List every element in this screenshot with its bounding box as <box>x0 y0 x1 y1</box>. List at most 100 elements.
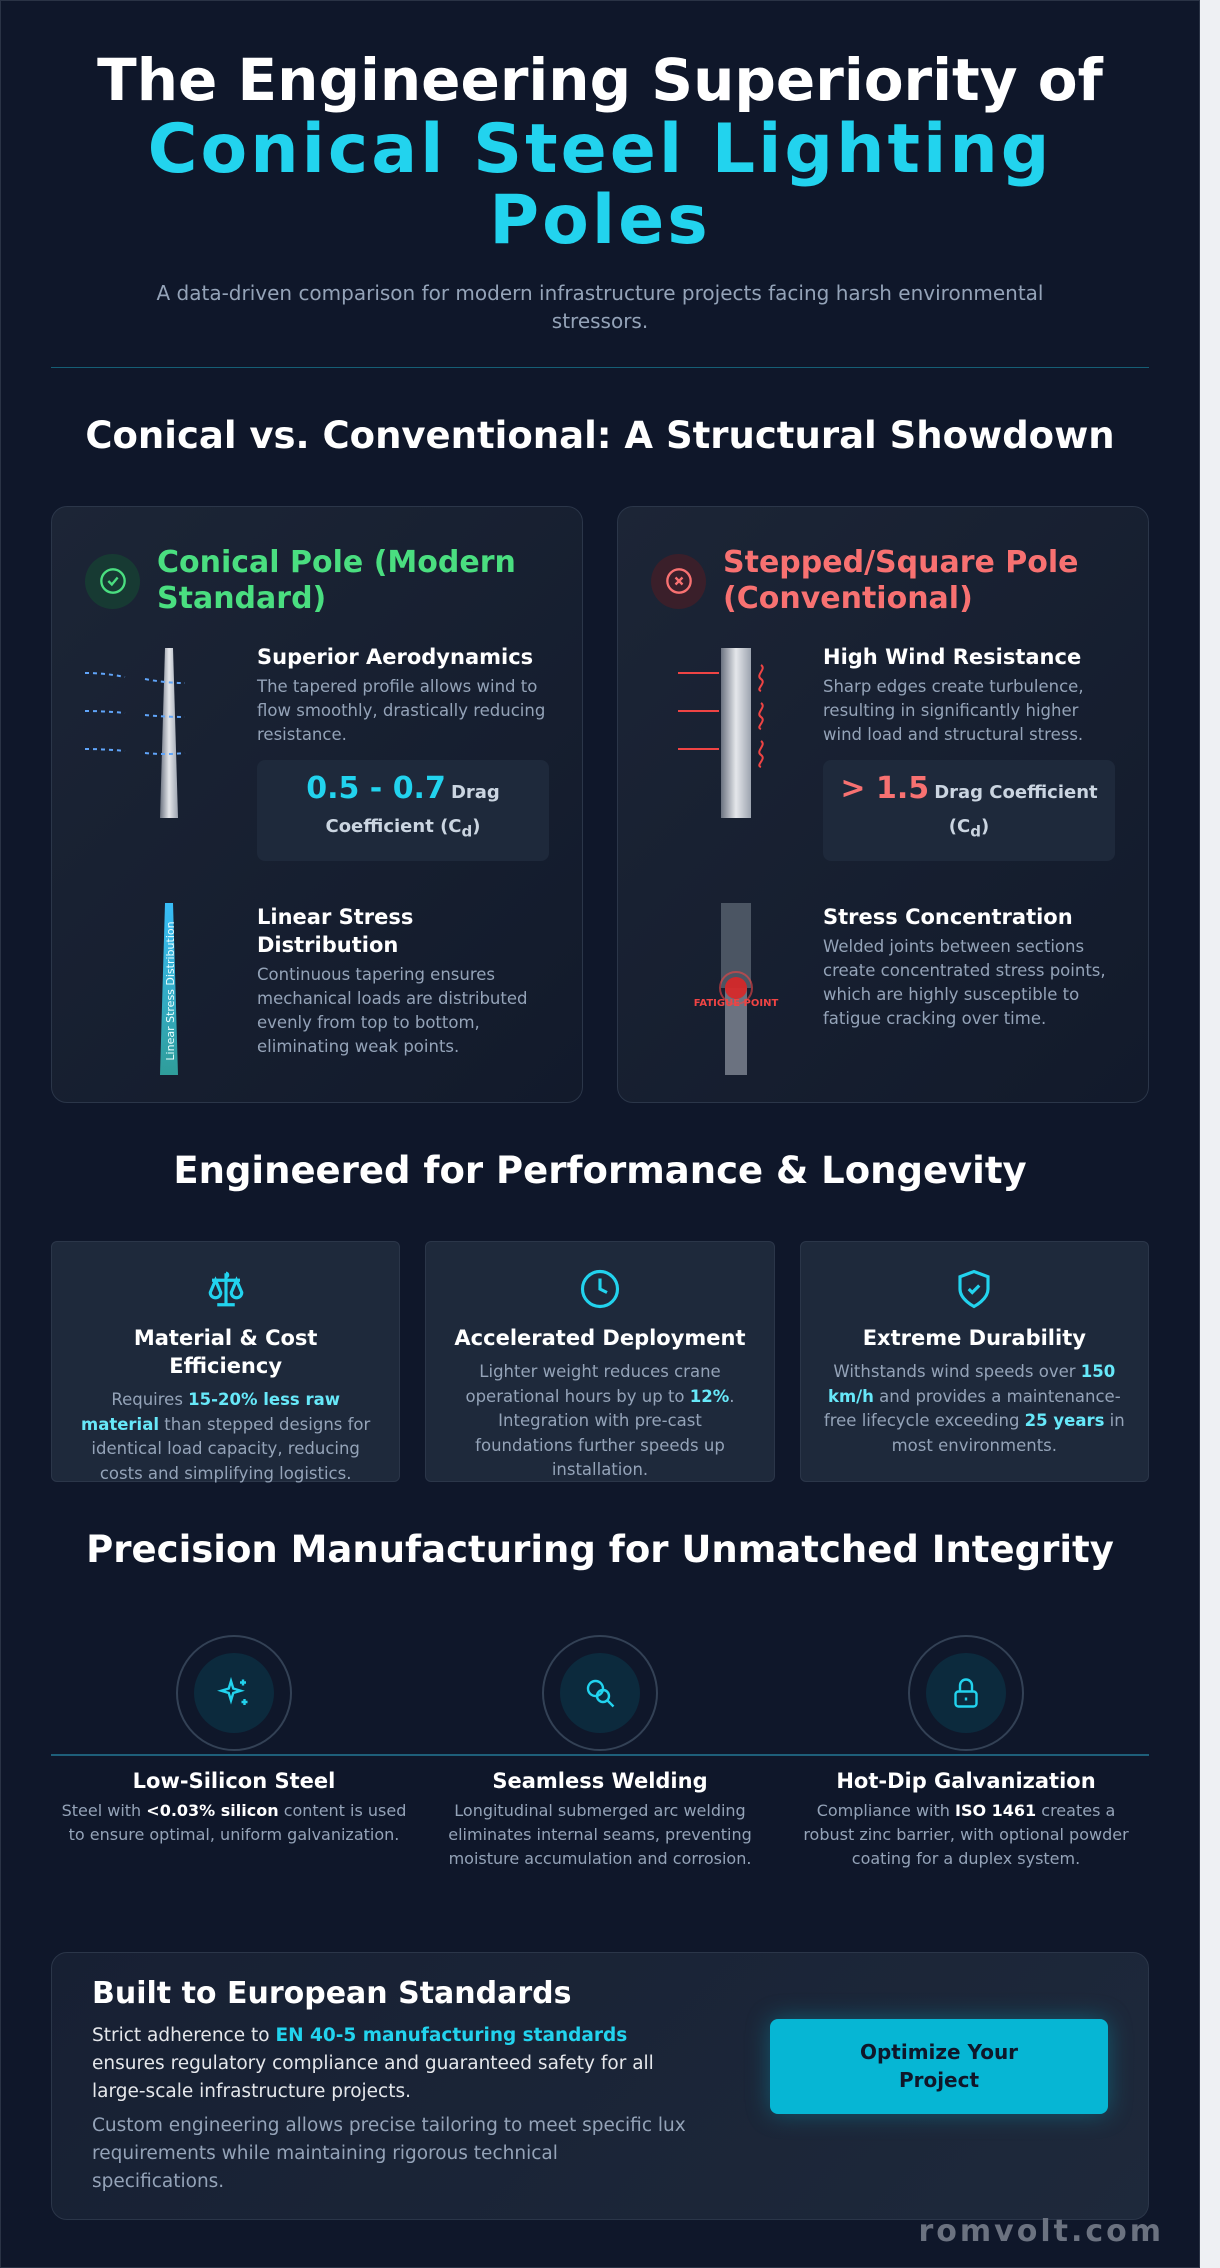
highlight: 12% <box>689 1386 730 1406</box>
feature-body: Lighter weight reduces crane operational… <box>448 1360 751 1483</box>
stat-value: > 1.5 <box>840 771 930 806</box>
stat-label-end: ) <box>980 816 990 837</box>
feature: Extreme Durability Withstands wind speed… <box>799 1241 1149 1482</box>
text: Compliance with <box>816 1801 955 1820</box>
feature: Material & Cost Efficiency Requires 15-2… <box>51 1241 401 1483</box>
stat-label-text: Drag Coefficient (C <box>325 782 500 837</box>
item-body: The tapered profile allows wind to flow … <box>257 677 546 744</box>
feature-title: Accelerated Deployment <box>454 1326 746 1350</box>
section-heading: Engineered for Performance & Longevity <box>173 1149 1027 1192</box>
title-highlight: Conical Steel Lighting Poles <box>147 110 1053 260</box>
step: Low-Silicon Steel Steel with <0.03% sili… <box>51 1635 417 1871</box>
text: in most environments. <box>891 1411 1125 1455</box>
feature: Accelerated Deployment Lighter weight re… <box>425 1241 775 1483</box>
highlight: ISO 1461 <box>955 1801 1037 1820</box>
feature-title: Material & Cost Efficiency <box>133 1326 318 1378</box>
stat-label-end: ) <box>472 816 481 837</box>
stat: > 1.5 Drag Coefficient (Cd) <box>823 760 1115 861</box>
subtitle: A data-driven comparison for modern infr… <box>156 281 1044 333</box>
icon <box>208 1271 243 1307</box>
highlight: EN 40-5 manufacturing standards <box>275 2025 628 2046</box>
icon <box>85 553 140 609</box>
card-title: Conical Pole (Modern Standard) <box>157 545 516 616</box>
text: Strict adherence to <box>92 2025 276 2046</box>
stat: 0.5 - 0.7 Drag Coefficient (Cd) <box>257 760 549 861</box>
panel-heading: Built to European Standards <box>92 1976 572 2011</box>
card: Stepped/Square Pole (Conventional) High … <box>617 506 1149 1103</box>
divider <box>51 367 1149 368</box>
highlight: 15-20% less raw material <box>81 1390 340 1434</box>
stat-label: Drag Coefficient (Cd) <box>325 782 500 841</box>
features: Material & Cost Efficiency Requires 15-2… <box>51 1241 1149 1483</box>
text: Requires <box>111 1390 189 1409</box>
stat-subscript: d <box>970 822 981 841</box>
step: Seamless Welding Longitudinal submerged … <box>417 1635 783 1871</box>
card: Conical Pole (Modern Standard) <box>51 506 583 1103</box>
highlight: 25 years <box>1024 1411 1105 1430</box>
diagram <box>84 643 257 861</box>
text: content is used to ensure optimal, unifo… <box>68 1801 407 1844</box>
feature-body: Requires 15-20% less raw material than s… <box>74 1388 377 1486</box>
diagram: Linear Stress Distribution <box>85 902 257 1082</box>
diagram-label: FATIGUE POINT <box>694 998 779 1009</box>
step-body: Compliance with ISO 1461 creates a robus… <box>791 1799 1141 1871</box>
comparison: Conical Pole (Modern Standard) <box>51 506 1149 1103</box>
icon <box>958 1269 990 1309</box>
item-body: Sharp edges create turbulence, resulting… <box>823 677 1084 744</box>
item: Linear Stress Distribution Linear Stress… <box>85 902 549 1082</box>
title-line: The Engineering Superiority of <box>97 46 1103 114</box>
step-title: Seamless Welding <box>492 1769 708 1793</box>
icon <box>651 553 706 609</box>
card-title: Stepped/Square Pole (Conventional) <box>723 545 1079 616</box>
item: FATIGUE POINT Stress Concentration Welde… <box>651 902 1115 1082</box>
card-header: Conical Pole (Modern Standard) <box>85 545 549 617</box>
item-body: Welded joints between sections create co… <box>823 936 1106 1028</box>
step-icon <box>176 1635 292 1751</box>
highlight: <0.03% silicon <box>146 1801 279 1820</box>
highlight: 150 km/h <box>827 1362 1116 1406</box>
stat-label: Drag Coefficient (Cd) <box>934 782 1098 841</box>
panel-text: Strict adherence to EN 40-5 manufacturin… <box>92 2022 690 2106</box>
card-header: Stepped/Square Pole (Conventional) <box>651 545 1115 617</box>
text: creates a robust zinc barrier, with opti… <box>803 1801 1129 1868</box>
title: The Engineering Superiority of Conical S… <box>51 46 1149 260</box>
panel-note: Custom engineering allows precise tailor… <box>92 2115 686 2192</box>
step-title: Hot-Dip Galvanization <box>836 1769 1096 1793</box>
item-title: Stress Concentration <box>823 904 1073 929</box>
stat-value: 0.5 - 0.7 <box>306 771 446 806</box>
text: Longitudinal submerged arc welding elimi… <box>448 1801 752 1868</box>
text: Withstands wind speeds over <box>833 1362 1081 1381</box>
icon <box>580 1269 620 1309</box>
watermark: romvolt.com <box>918 2214 1164 2249</box>
diagram <box>651 643 823 861</box>
item: Superior Aerodynamics The tapered profil… <box>84 643 549 861</box>
stat-label-text: Drag Coefficient (C <box>934 782 1098 837</box>
item: High Wind Resistance Sharp edges create … <box>651 643 1115 861</box>
process: Low-Silicon Steel Steel with <0.03% sili… <box>51 1635 1149 1871</box>
item-body: Continuous tapering ensures mechanical l… <box>257 964 528 1056</box>
step-body: Longitudinal submerged arc welding elimi… <box>425 1799 775 1871</box>
feature-body: Withstands wind speeds over 150 km/h and… <box>823 1360 1126 1458</box>
text: and provides a maintenance-free lifecycl… <box>823 1386 1121 1431</box>
text: than stepped designs for identical load … <box>91 1414 371 1483</box>
stat-subscript: d <box>461 822 473 841</box>
cta-button[interactable]: Optimize Your Project <box>770 2018 1108 2114</box>
diagram: FATIGUE POINT <box>651 902 823 1082</box>
standards-panel: Built to European Standards Strict adher… <box>51 1952 1149 2220</box>
text: . Integration with pre-cast foundations … <box>475 1386 735 1480</box>
section-heading: Precision Manufacturing for Unmatched In… <box>86 1528 1114 1571</box>
item-title: High Wind Resistance <box>823 645 1082 669</box>
diagram-label: Linear Stress Distribution <box>164 921 177 1060</box>
text: Steel with <box>61 1801 147 1820</box>
item-title: Superior Aerodynamics <box>257 645 534 669</box>
text: Lighter weight reduces crane operational… <box>465 1362 721 1406</box>
item-title: Linear Stress Distribution <box>257 904 414 957</box>
step: Hot-Dip Galvanization Compliance with IS… <box>783 1635 1149 1871</box>
section-heading: Conical vs. Conventional: A Structural S… <box>85 414 1115 457</box>
step-icon <box>542 1635 658 1751</box>
feature-title: Extreme Durability <box>862 1326 1086 1350</box>
step-body: Steel with <0.03% silicon content is use… <box>59 1799 409 1847</box>
step-icon <box>908 1635 1024 1751</box>
step-title: Low-Silicon Steel <box>132 1769 336 1793</box>
